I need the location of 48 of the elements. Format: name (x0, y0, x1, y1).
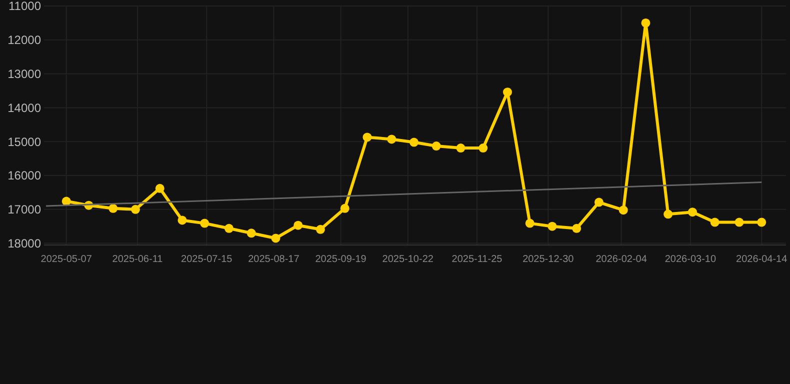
x-tick-label: 2025-08-17 (248, 254, 300, 265)
x-tick-label: 2025-11-25 (452, 254, 503, 265)
point (271, 234, 280, 243)
point (456, 144, 466, 153)
point (316, 224, 325, 234)
point (130, 204, 140, 214)
y-tick-label: 17000 (8, 202, 42, 217)
point (710, 218, 720, 227)
point (387, 134, 396, 144)
x-tick-label: 2026-02-04 (596, 254, 648, 265)
y-tick-label: 11000 (8, 0, 42, 14)
y-tick-label: 12000 (8, 33, 42, 48)
x-tick-label: 2025-10-22 (382, 254, 434, 265)
x-tick-label: 2025-07-15 (181, 254, 233, 265)
x-tick-label: 2025-09-19 (315, 254, 367, 265)
point (525, 218, 534, 228)
point (688, 208, 697, 217)
point (340, 204, 350, 213)
point (664, 210, 673, 219)
x-tick-label: 2026-04-14 (736, 254, 788, 265)
x-tick-label: 2025-05-07 (40, 254, 92, 265)
y-tick-label: 15000 (8, 134, 42, 149)
point (757, 218, 766, 227)
point (362, 132, 372, 142)
point (246, 228, 256, 238)
point (641, 18, 650, 28)
y-tick-label: 14000 (8, 100, 42, 115)
point (108, 204, 118, 213)
point (409, 138, 418, 147)
y-tick-label: 18000 (8, 236, 42, 251)
point (734, 218, 744, 227)
x-tick-label: 2026-03-10 (664, 254, 716, 265)
x-tick-label: 2025-06-11 (112, 254, 164, 265)
point (594, 198, 604, 207)
y-tick-label: 16000 (8, 168, 42, 183)
point (224, 224, 234, 233)
point (178, 216, 187, 225)
point (155, 184, 164, 193)
point (432, 142, 441, 151)
point (618, 206, 628, 215)
y-tick-label: 13000 (8, 67, 42, 81)
point (502, 88, 512, 97)
point (548, 222, 557, 231)
point (478, 144, 488, 153)
point (572, 224, 582, 233)
point (200, 218, 210, 228)
point (294, 220, 303, 230)
x-tick-label: 2025-12-30 (522, 254, 574, 265)
